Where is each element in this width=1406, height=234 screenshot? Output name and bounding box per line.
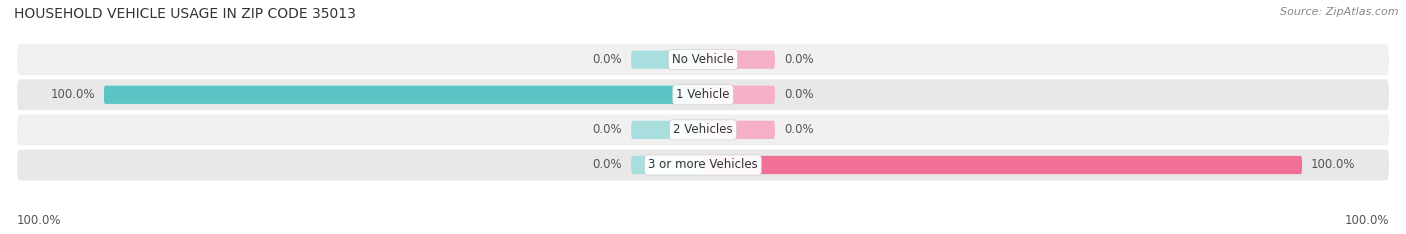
FancyBboxPatch shape [104, 86, 703, 104]
FancyBboxPatch shape [703, 121, 775, 139]
Text: 0.0%: 0.0% [785, 88, 814, 101]
FancyBboxPatch shape [17, 114, 1389, 145]
FancyBboxPatch shape [17, 79, 1389, 110]
Text: 100.0%: 100.0% [1310, 158, 1355, 172]
Text: 0.0%: 0.0% [592, 158, 621, 172]
Text: HOUSEHOLD VEHICLE USAGE IN ZIP CODE 35013: HOUSEHOLD VEHICLE USAGE IN ZIP CODE 3501… [14, 7, 356, 21]
Text: 0.0%: 0.0% [785, 53, 814, 66]
Text: 1 Vehicle: 1 Vehicle [676, 88, 730, 101]
FancyBboxPatch shape [631, 156, 703, 174]
Text: Source: ZipAtlas.com: Source: ZipAtlas.com [1281, 7, 1399, 17]
Text: 0.0%: 0.0% [592, 53, 621, 66]
Text: 100.0%: 100.0% [1344, 214, 1389, 227]
FancyBboxPatch shape [17, 44, 1389, 75]
FancyBboxPatch shape [703, 86, 775, 104]
FancyBboxPatch shape [631, 51, 703, 69]
Text: 100.0%: 100.0% [51, 88, 96, 101]
Text: 0.0%: 0.0% [785, 123, 814, 136]
FancyBboxPatch shape [631, 121, 703, 139]
FancyBboxPatch shape [17, 150, 1389, 180]
FancyBboxPatch shape [703, 156, 1302, 174]
Text: 3 or more Vehicles: 3 or more Vehicles [648, 158, 758, 172]
Text: 0.0%: 0.0% [592, 123, 621, 136]
Text: No Vehicle: No Vehicle [672, 53, 734, 66]
Text: 2 Vehicles: 2 Vehicles [673, 123, 733, 136]
Text: 100.0%: 100.0% [17, 214, 62, 227]
FancyBboxPatch shape [703, 51, 775, 69]
